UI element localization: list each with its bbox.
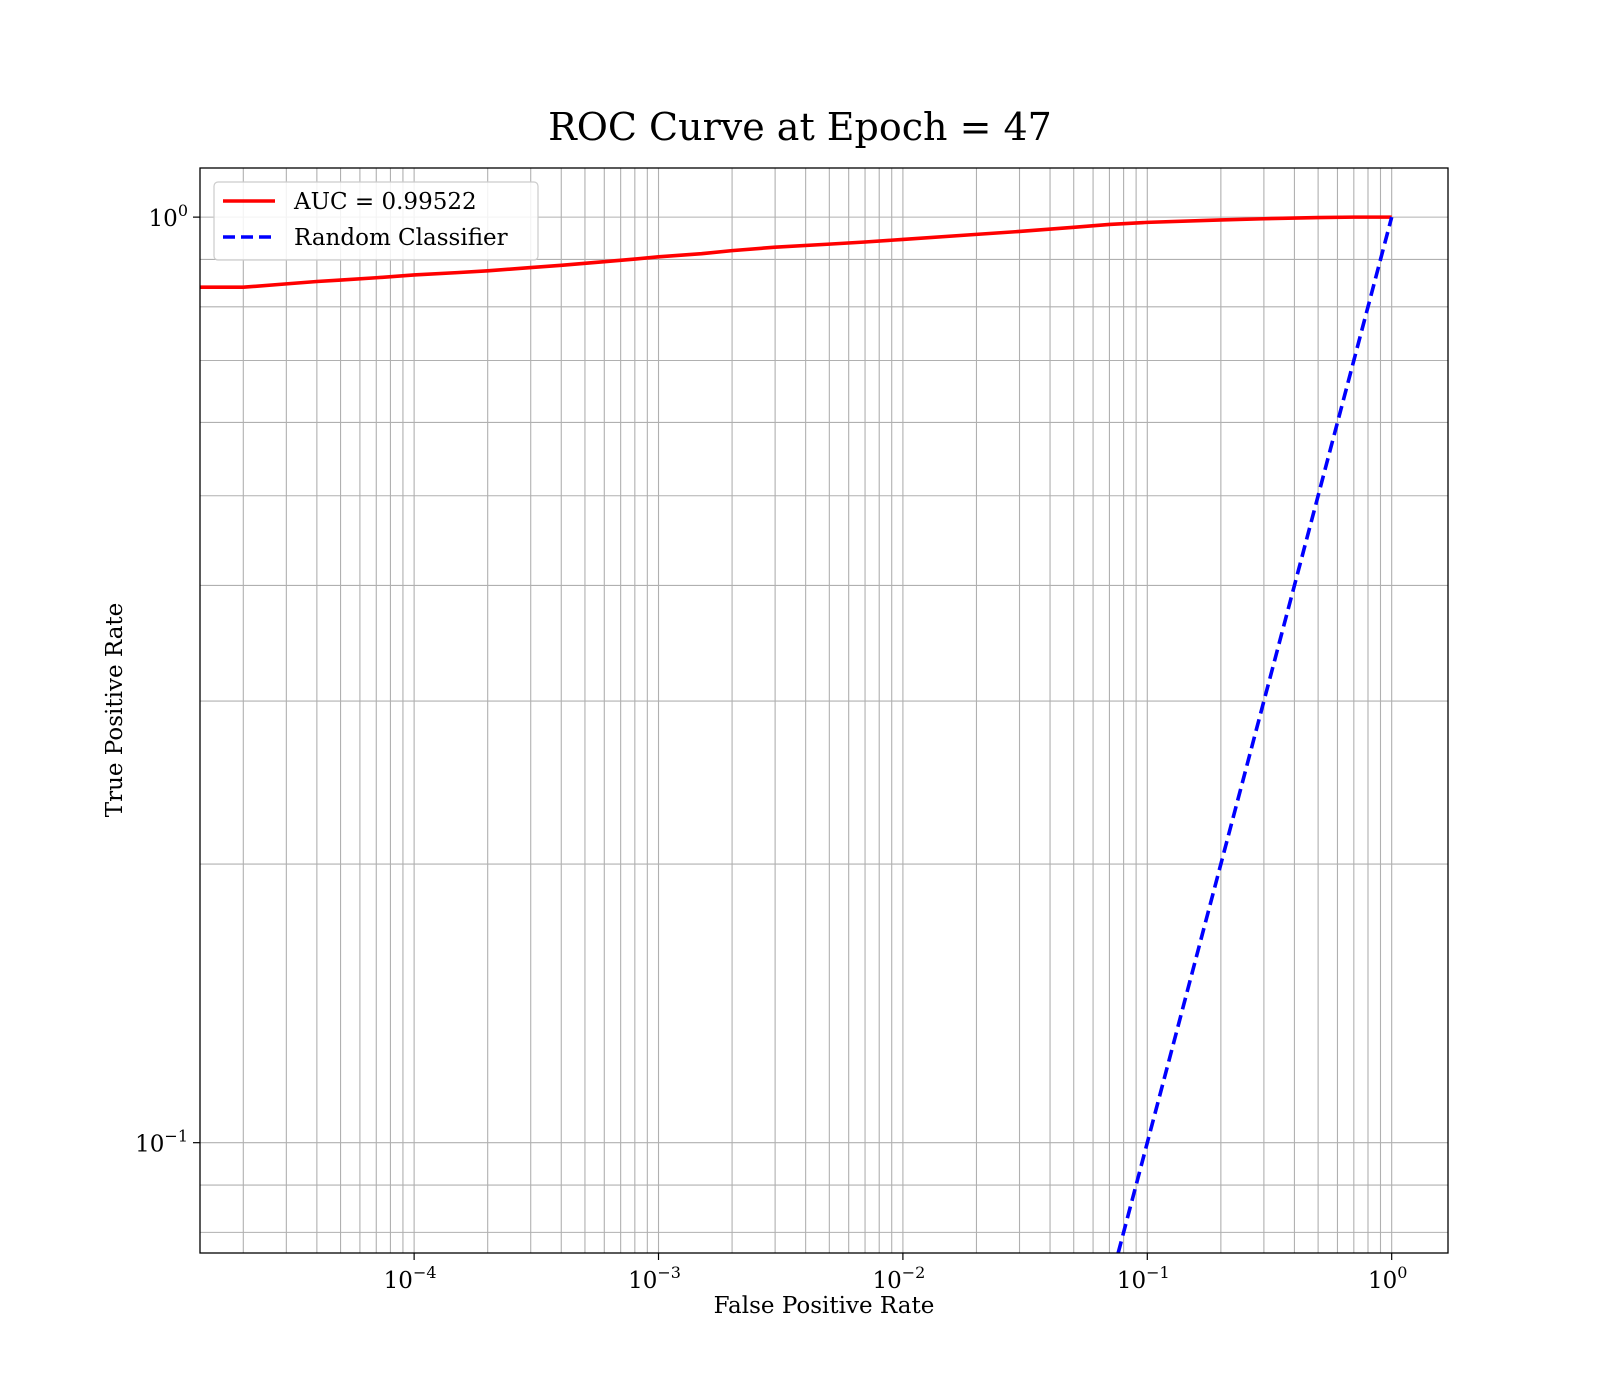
legend-frame (213, 181, 539, 261)
y-axis-ticks: 10−1 100 (135, 201, 200, 1158)
legend: AUC = 0.99522 Random Classifier (213, 181, 539, 261)
random-classifier-line (1116, 216, 1394, 1254)
x-axis-label: False Positive Rate (714, 1293, 935, 1319)
legend-label-auc: AUC = 0.99522 (293, 189, 477, 215)
y-tick-label: 100 (149, 201, 188, 232)
roc-curve-line (200, 215, 1392, 290)
plot-area-frame (199, 167, 1449, 1254)
y-axis-label: True Positive Rate (102, 603, 128, 818)
x-tick-label: 10−1 (1117, 1263, 1170, 1294)
y-tick-label: 10−1 (135, 1127, 188, 1158)
plot-series (200, 215, 1394, 1254)
grid (200, 168, 1448, 1253)
x-tick-label: 10−4 (384, 1263, 437, 1294)
chart-title: ROC Curve at Epoch = 47 (548, 105, 1052, 149)
x-tick-label: 10−3 (628, 1263, 681, 1294)
x-tick-label: 10−2 (872, 1263, 925, 1294)
legend-label-random: Random Classifier (294, 225, 508, 251)
x-axis-ticks: 10−4 10−3 10−2 10−1 100 (384, 1253, 1407, 1294)
x-tick-label: 100 (1368, 1263, 1407, 1294)
